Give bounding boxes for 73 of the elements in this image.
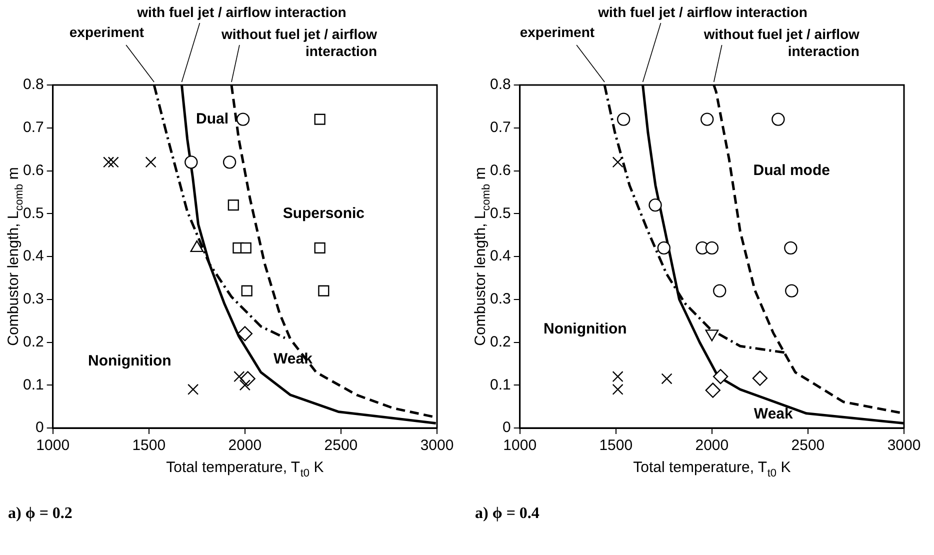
y-tick-label: 0.5 bbox=[22, 204, 44, 222]
y-tick-label: 0.1 bbox=[490, 376, 511, 394]
series-label: without fuel jet / airflow interaction bbox=[702, 26, 860, 59]
y-tick-label: 0.4 bbox=[22, 248, 44, 265]
y-tick-label: 0.7 bbox=[490, 119, 511, 136]
point bbox=[241, 285, 252, 296]
annotation: Weak bbox=[273, 350, 314, 368]
point bbox=[616, 112, 630, 126]
point bbox=[239, 380, 250, 391]
point bbox=[108, 156, 119, 168]
x-tick-label: 2000 bbox=[695, 437, 729, 454]
point bbox=[705, 241, 719, 255]
point bbox=[752, 370, 768, 386]
y-tick-label: 0 bbox=[502, 419, 511, 436]
point bbox=[772, 112, 785, 126]
point bbox=[240, 242, 252, 254]
text: a) ϕ = 0.2 bbox=[8, 505, 72, 523]
text: experiment bbox=[69, 24, 144, 40]
y-tick-label: 0.6 bbox=[490, 162, 511, 179]
point bbox=[237, 326, 253, 342]
point bbox=[145, 156, 156, 168]
annotation: Nonignition bbox=[88, 352, 172, 370]
point bbox=[713, 284, 726, 298]
point bbox=[188, 384, 199, 395]
point bbox=[236, 112, 250, 126]
annotation: Dual bbox=[196, 110, 229, 128]
y-tick-label: 0.7 bbox=[22, 119, 44, 136]
point bbox=[700, 112, 714, 126]
text: with fuel jet / airflow interaction bbox=[136, 4, 346, 20]
point bbox=[222, 156, 236, 169]
point bbox=[657, 241, 671, 255]
y-tick-label: 0.8 bbox=[490, 76, 511, 94]
y-tick-label: 0.8 bbox=[22, 76, 44, 94]
point bbox=[784, 241, 798, 255]
text: a) ϕ = 0.4 bbox=[475, 505, 540, 523]
y-tick-label: 0.2 bbox=[490, 333, 511, 350]
text: with fuel jet / airflow interaction bbox=[597, 4, 808, 20]
x-tick-label: 1500 bbox=[132, 437, 166, 454]
point bbox=[705, 382, 720, 398]
annotation: Weak bbox=[754, 405, 794, 422]
x-tick-label: 3000 bbox=[420, 437, 454, 454]
x-tick-label: 1000 bbox=[503, 437, 537, 454]
y-tick-label: 0.3 bbox=[490, 290, 511, 308]
x-tick-label: 1500 bbox=[599, 437, 633, 454]
y-tick-label: 0 bbox=[36, 419, 44, 436]
x-tick-label: 2500 bbox=[324, 437, 358, 454]
point bbox=[234, 371, 245, 382]
point bbox=[314, 114, 326, 125]
point bbox=[228, 200, 239, 211]
x-tick-label: 2000 bbox=[228, 437, 262, 454]
point bbox=[612, 156, 624, 168]
point bbox=[785, 284, 798, 298]
x-tick-label: 1000 bbox=[36, 437, 70, 454]
y-tick-label: 0.1 bbox=[22, 376, 44, 394]
y-tick-label: 0.6 bbox=[22, 162, 44, 179]
y-tick-label: 0.4 bbox=[490, 248, 511, 265]
point bbox=[712, 368, 728, 384]
annotation: Supersonic bbox=[282, 204, 365, 222]
point bbox=[318, 285, 330, 296]
x-tick-label: 2500 bbox=[791, 437, 825, 454]
text: experiment bbox=[520, 24, 595, 40]
point bbox=[103, 156, 114, 168]
annotation: Dual mode bbox=[753, 162, 830, 179]
series-label: without fuel jet / airflow interaction bbox=[220, 26, 378, 59]
y-tick-label: 0.3 bbox=[22, 290, 44, 308]
point bbox=[661, 373, 672, 384]
point bbox=[648, 198, 662, 212]
point bbox=[184, 156, 198, 169]
point bbox=[314, 242, 326, 254]
y-tick-label: 0.5 bbox=[490, 204, 511, 222]
x-tick-label: 3000 bbox=[887, 437, 921, 454]
y-tick-label: 0.2 bbox=[22, 333, 44, 350]
annotation: Nonignition bbox=[544, 320, 627, 338]
